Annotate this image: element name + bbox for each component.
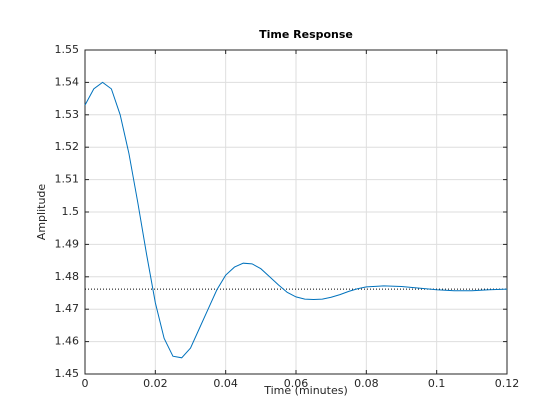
x-tick-label: 0 <box>82 377 89 390</box>
x-tick-label: 0.12 <box>495 377 520 390</box>
y-tick-label: 1.55 <box>55 43 80 56</box>
y-tick-label: 1.49 <box>55 237 80 250</box>
x-axis-label: Time (minutes) <box>263 384 348 397</box>
y-tick-label: 1.45 <box>55 367 80 380</box>
x-tick-label: 0.06 <box>284 377 309 390</box>
x-tick-label: 0.02 <box>143 377 168 390</box>
y-tick-label: 1.52 <box>55 140 80 153</box>
y-tick-label: 1.48 <box>55 270 80 283</box>
y-tick-label: 1.5 <box>62 205 80 218</box>
y-tick-label: 1.53 <box>55 108 80 121</box>
y-tick-label: 1.51 <box>55 173 80 186</box>
x-tick-label: 0.1 <box>428 377 446 390</box>
data-line <box>84 81 508 359</box>
chart-title: Time Response <box>259 28 353 41</box>
y-axis-label: Amplitude <box>35 184 48 241</box>
y-tick-label: 1.46 <box>55 335 80 348</box>
x-tick-label: 0.04 <box>213 377 238 390</box>
x-tick-label: 0.08 <box>354 377 379 390</box>
axes-box <box>84 49 508 375</box>
y-tick-label: 1.54 <box>55 75 80 88</box>
y-tick-label: 1.47 <box>55 302 80 315</box>
